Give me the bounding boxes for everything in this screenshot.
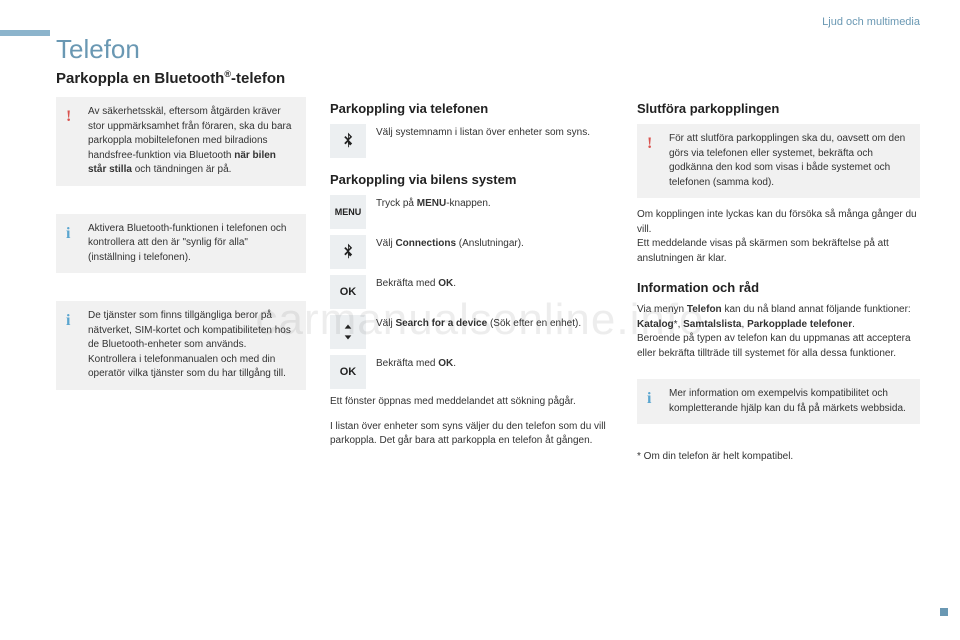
ok-button-icon: OK (330, 275, 366, 309)
retry-paragraph: Om kopplingen inte lyckas kan du försöka… (637, 208, 920, 266)
column-2: Parkoppling via telefonen Välj systemnam… (330, 97, 613, 465)
safety-warning-box: ! Av säkerhetsskäl, eftersom åtgärden kr… (56, 97, 306, 186)
complete-pairing-heading: Slutföra parkopplingen (637, 101, 920, 116)
step-text: Tryck på MENU-knappen. (376, 195, 491, 212)
column-3: Slutföra parkopplingen ! För att slutför… (637, 97, 920, 465)
complete-pairing-warning-box: ! För att slutföra parkopplingen ska du,… (637, 124, 920, 198)
column-1: ! Av säkerhetsskäl, eftersom åtgärden kr… (56, 97, 306, 465)
step-menu: MENU Tryck på MENU-knappen. (330, 195, 613, 229)
bluetooth-info-text: Aktivera Bluetooth-funktionen i telefone… (88, 222, 296, 266)
step-text: Välj Search for a device (Sök efter en e… (376, 315, 581, 332)
info-icon: i (66, 309, 80, 332)
page-subtitle: Parkoppla en Bluetooth®-telefon (56, 69, 920, 87)
info-advice-heading: Information och råd (637, 280, 920, 295)
step-ok-2: OK Bekräfta med OK. (330, 355, 613, 389)
step-text: Välj systemnamn i listan över enheter so… (376, 124, 590, 141)
services-info-text: De tjänster som finns tillgängliga beror… (88, 309, 296, 382)
columns: ! Av säkerhetsskäl, eftersom åtgärden kr… (56, 97, 920, 465)
header-accent-band (0, 30, 50, 36)
step-ok-1: OK Bekräfta med OK. (330, 275, 613, 309)
services-info-box: i De tjänster som finns tillgängliga ber… (56, 301, 306, 390)
menu-button-icon: MENU (330, 195, 366, 229)
step-select-system-name: Välj systemnamn i listan över enheter so… (330, 124, 613, 158)
more-info-text: Mer information om exempelvis kompatibil… (669, 387, 910, 416)
search-window-paragraph: Ett fönster öppnas med meddelandet att s… (330, 395, 613, 410)
complete-pairing-warning-text: För att slutföra parkopplingen ska du, o… (669, 132, 910, 190)
section-label: Ljud och multimedia (56, 16, 920, 28)
page-title: Telefon (56, 34, 920, 65)
step-text: Bekräfta med OK. (376, 275, 456, 292)
pair-via-phone-heading: Parkoppling via telefonen (330, 101, 613, 116)
bluetooth-info-box: i Aktivera Bluetooth-funktionen i telefo… (56, 214, 306, 274)
updown-arrows-icon (330, 315, 366, 349)
select-device-paragraph: I listan över enheter som syns väljer du… (330, 420, 613, 449)
phone-menu-paragraph: Via menyn Telefon kan du nå bland annat … (637, 303, 920, 361)
bluetooth-icon (330, 235, 366, 269)
pair-via-system-heading: Parkoppling via bilens system (330, 172, 613, 187)
step-connections: Välj Connections (Anslutningar). (330, 235, 613, 269)
more-info-box: i Mer information om exempelvis kompatib… (637, 379, 920, 424)
info-icon: i (66, 222, 80, 245)
info-icon: i (647, 387, 661, 410)
bluetooth-icon (330, 124, 366, 158)
page-end-square-icon (940, 608, 948, 616)
safety-warning-text: Av säkerhetsskäl, eftersom åtgärden kräv… (88, 105, 296, 178)
step-text: Bekräfta med OK. (376, 355, 456, 372)
page-content: Ljud och multimedia Telefon Parkoppla en… (0, 0, 960, 481)
warning-icon: ! (647, 132, 661, 155)
step-text: Välj Connections (Anslutningar). (376, 235, 524, 252)
footnote: * Om din telefon är helt kompatibel. (637, 450, 920, 465)
step-search-device: Välj Search for a device (Sök efter en e… (330, 315, 613, 349)
ok-button-icon: OK (330, 355, 366, 389)
warning-icon: ! (66, 105, 80, 128)
